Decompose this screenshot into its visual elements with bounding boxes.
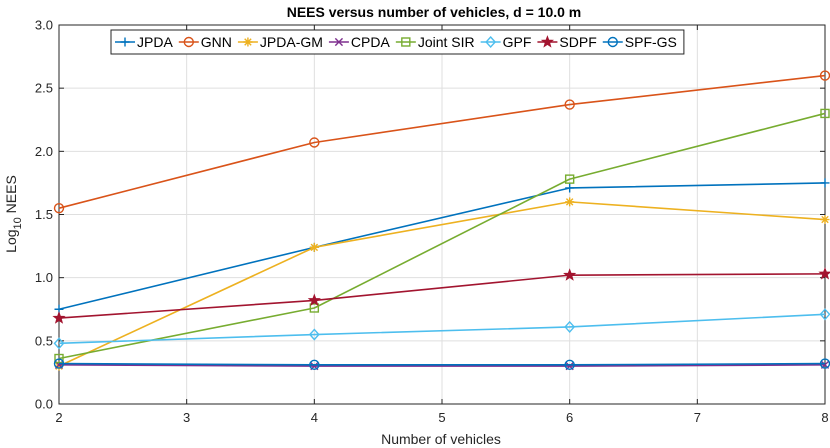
y-axis-label-subscript: 10 xyxy=(12,217,24,229)
series-line-cpda xyxy=(58,364,826,367)
legend-swatch-marker xyxy=(540,35,555,48)
legend-swatch-marker xyxy=(401,37,411,47)
data-point-sdpf xyxy=(818,266,830,280)
data-point-sdpf xyxy=(52,311,66,324)
y-tick-label: 0.5 xyxy=(35,333,53,348)
legend-label-spf-gs: SPF-GS xyxy=(625,34,677,50)
data-point-gnn xyxy=(53,202,65,214)
series-line-sdpf xyxy=(58,273,826,319)
series-line-spf-gs xyxy=(58,362,826,366)
legend-entry-gpf: GPF xyxy=(480,34,532,50)
legend-swatch-marker xyxy=(183,36,194,48)
x-tick-label: 6 xyxy=(566,410,573,425)
data-point-joint-sir xyxy=(820,108,830,119)
data-point-gpf xyxy=(308,328,320,341)
data-point-gpf xyxy=(564,320,576,333)
legend-swatch-marker xyxy=(334,37,344,47)
x-tick-label: 5 xyxy=(438,410,445,425)
legend-swatch-marker xyxy=(485,35,497,49)
data-point-gnn xyxy=(564,99,575,110)
series-gnn xyxy=(53,70,830,214)
y-tick-label: 2.5 xyxy=(35,81,53,96)
legend-swatch-marker xyxy=(120,37,130,47)
legend-label-cpda: CPDA xyxy=(351,34,391,50)
y-tick-label: 3.0 xyxy=(35,18,53,33)
axes: 2 3 4 5 6 7 8 0.0 0.5 1.0 1.5 2.0 2.5 3.0 xyxy=(35,18,829,426)
x-tick-label: 7 xyxy=(694,410,701,425)
data-point-spf-gs xyxy=(564,359,575,371)
series-line-jpda-gm xyxy=(58,201,826,367)
chart-title: NEES versus number of vehicles, d = 10.0… xyxy=(287,4,582,20)
y-tick-label: 1.0 xyxy=(35,270,53,285)
y-tick-label: 1.5 xyxy=(35,207,53,222)
data-point-jpda-gm xyxy=(820,215,830,225)
series-line-jpda xyxy=(58,182,826,311)
x-tick-label: 3 xyxy=(183,410,190,425)
legend-label-gnn: GNN xyxy=(201,34,232,50)
y-axis-label: Log10 NEES xyxy=(3,175,24,253)
legend-entry-joint-sir: Joint SIR xyxy=(395,34,475,50)
data-point-jpda xyxy=(565,183,575,193)
series-jpda-gm xyxy=(54,197,830,371)
legend-swatch-marker xyxy=(243,37,253,47)
y-axis-label-suffix: NEES xyxy=(3,175,19,217)
x-tick-label: 4 xyxy=(311,410,318,425)
legend-label-gpf: GPF xyxy=(503,34,532,50)
series-joint-sir xyxy=(54,108,830,364)
legend-entry-gnn: GNN xyxy=(178,34,232,50)
legend-label-joint-sir: Joint SIR xyxy=(418,34,475,50)
legend-entry-jpda: JPDA xyxy=(115,34,173,50)
x-axis-label: Number of vehicles xyxy=(381,431,501,447)
legend-entry-spf-gs: SPF-GS xyxy=(602,34,677,50)
legend-label-jpda: JPDA xyxy=(137,34,173,50)
data-point-jpda xyxy=(820,178,830,188)
data-point-spf-gs xyxy=(309,359,320,371)
data-point-sdpf xyxy=(563,268,577,281)
data-point-joint-sir xyxy=(564,174,575,184)
data-point-gnn xyxy=(309,137,320,148)
legend-entry-sdpf: SDPF xyxy=(537,34,597,50)
data-point-gpf xyxy=(819,308,830,321)
y-tick-label: 0.0 xyxy=(35,397,53,412)
series-group xyxy=(52,70,830,371)
x-tick-label: 2 xyxy=(55,410,62,425)
data-point-jpda-gm xyxy=(54,361,64,371)
data-point-jpda-gm xyxy=(565,197,575,207)
legend-entry-cpda: CPDA xyxy=(328,34,391,50)
legend-swatch-marker xyxy=(607,36,618,48)
series-gpf xyxy=(53,308,830,350)
series-sdpf xyxy=(52,266,830,324)
data-point-gpf xyxy=(53,337,65,350)
legend-label-sdpf: SDPF xyxy=(559,34,596,50)
series-line-gpf xyxy=(58,313,826,345)
series-line-gnn xyxy=(58,74,826,209)
series-line-joint-sir xyxy=(58,112,826,360)
legend-entry-jpda-gm: JPDA-GM xyxy=(237,34,323,50)
data-point-sdpf xyxy=(307,293,321,307)
y-tick-label: 2.0 xyxy=(35,144,53,159)
data-point-spf-gs xyxy=(53,358,65,369)
x-tick-label: 8 xyxy=(821,410,828,425)
data-point-jpda-gm xyxy=(309,242,319,252)
y-axis-label-prefix: Log xyxy=(3,229,19,252)
data-point-joint-sir xyxy=(54,353,64,364)
legend-label-jpda-gm: JPDA-GM xyxy=(260,34,323,50)
grid xyxy=(58,24,826,405)
data-point-joint-sir xyxy=(309,303,320,313)
series-spf-gs xyxy=(53,358,830,371)
legend: JPDA GNN JPDA-GM CPDA Joint SIR GPF SDPF SPF-GS xyxy=(110,29,685,55)
